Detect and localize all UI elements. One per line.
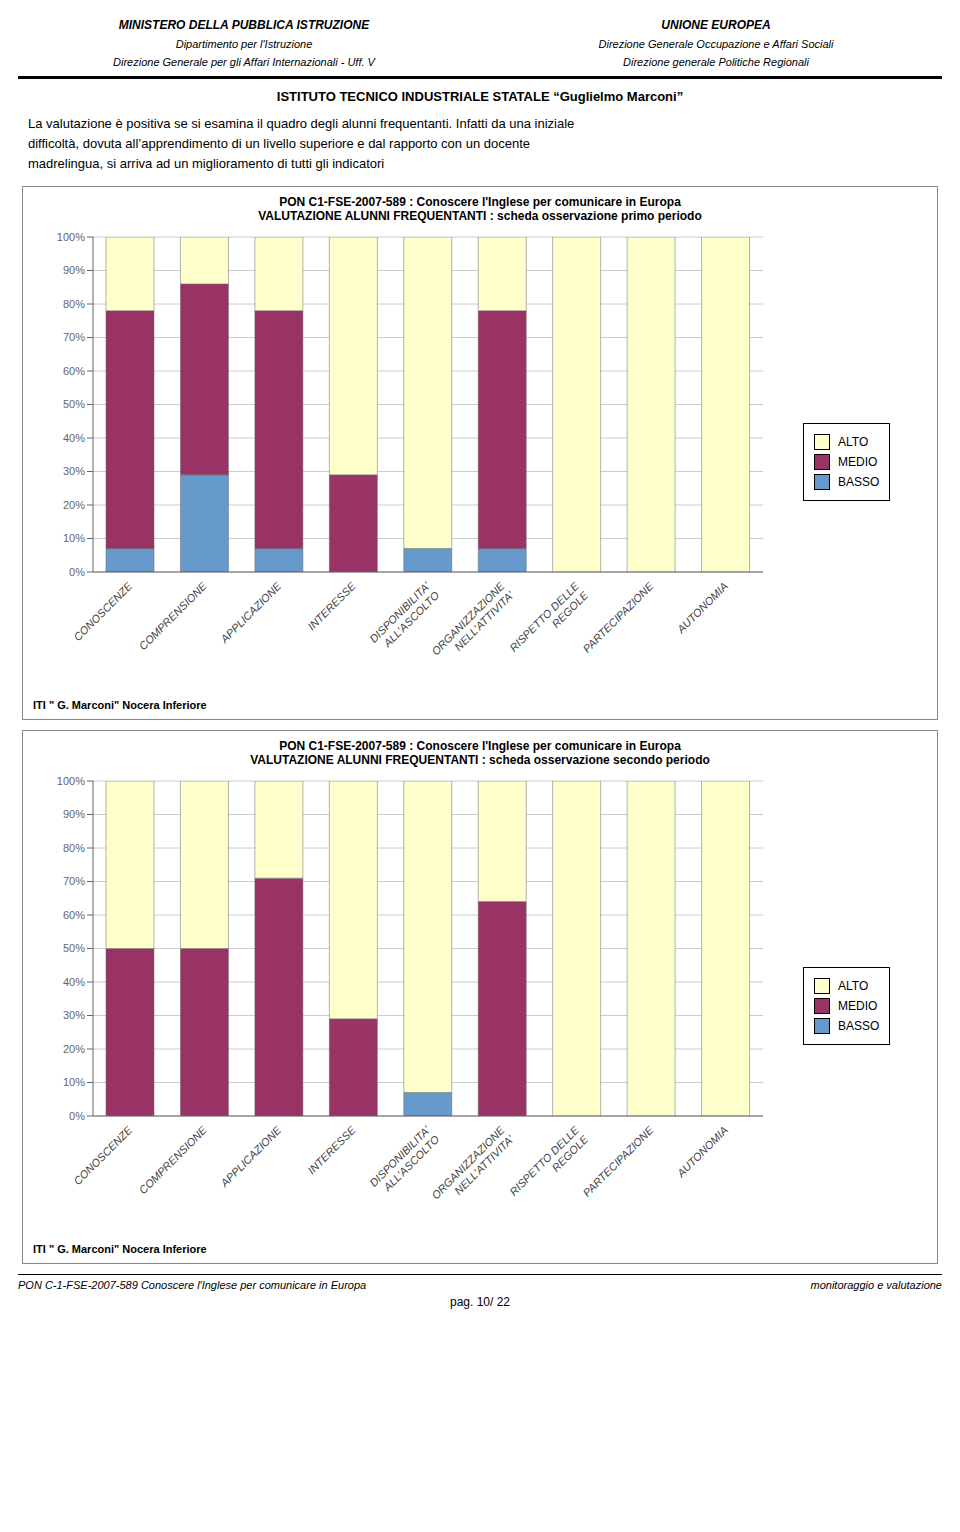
html-text:UNIONE EUROPEA: UNIONE EUROPEA [661, 18, 771, 32]
html-text:ALTO: ALTO [838, 435, 869, 449]
html-text:pag. 10/ 22: pag. 10/ 22 [450, 1295, 510, 1309]
svg-text:80%: 80% [63, 298, 85, 310]
svg-text:PARTECIPAZIONE: PARTECIPAZIONE [581, 1123, 657, 1199]
svg-text:INTERESSE: INTERESSE [305, 1123, 358, 1176]
svg-text:20%: 20% [63, 499, 85, 511]
svg-text:0%: 0% [69, 566, 85, 578]
svg-text:70%: 70% [63, 875, 85, 887]
svg-text:60%: 60% [63, 909, 85, 921]
svg-text:10%: 10% [63, 1076, 85, 1088]
html-text:ITI " G. Marconi" Nocera Infer: ITI " G. Marconi" Nocera Inferiore [33, 1243, 207, 1255]
svg-text:APPLICAZIONE: APPLICAZIONE [218, 1123, 284, 1189]
html-text:ITI " G. Marconi" Nocera Infer: ITI " G. Marconi" Nocera Inferiore [33, 699, 207, 711]
svg-text:COMPRENSIONE: COMPRENSIONE [136, 579, 209, 652]
html-text:madrelingua, si arriva ad un m: madrelingua, si arriva ad un miglioramen… [28, 156, 385, 171]
svg-text:30%: 30% [63, 465, 85, 477]
svg-text:50%: 50% [63, 942, 85, 954]
html-text:PON C-1-FSE-2007-589 Conoscere: PON C-1-FSE-2007-589 Conoscere l'Inglese… [18, 1279, 367, 1291]
html-text:PON C1-FSE-2007-589 : Conoscer: PON C1-FSE-2007-589 : Conoscere l'Ingles… [279, 739, 681, 753]
html-text:MEDIO: MEDIO [838, 455, 878, 469]
html-text:BASSO: BASSO [838, 475, 880, 489]
svg-text:RISPETTO DELLEREGOLE: RISPETTO DELLEREGOLE [507, 1123, 591, 1207]
svg-text:AUTONOMIA: AUTONOMIA [674, 1124, 730, 1180]
svg-text:20%: 20% [63, 1043, 85, 1055]
svg-text:APPLICAZIONE: APPLICAZIONE [218, 579, 284, 645]
svg-text:30%: 30% [63, 1009, 85, 1021]
svg-text:COMPRENSIONE: COMPRENSIONE [136, 1123, 209, 1196]
html-text:MINISTERO DELLA PUBBLICA ISTRU: MINISTERO DELLA PUBBLICA ISTRUZIONE [118, 18, 370, 32]
html-text:monitoraggio e valutazione: monitoraggio e valutazione [810, 1279, 942, 1291]
svg-text:PARTECIPAZIONE: PARTECIPAZIONE [581, 579, 657, 655]
svg-text:RISPETTO DELLEREGOLE: RISPETTO DELLEREGOLE [507, 579, 591, 663]
svg-text:60%: 60% [63, 365, 85, 377]
svg-text:50%: 50% [63, 398, 85, 410]
svg-text:10%: 10% [63, 532, 85, 544]
html-text:ISTITUTO TECNICO INDUSTRIALE S: ISTITUTO TECNICO INDUSTRIALE STATALE “Gu… [276, 89, 684, 104]
html-text:Dipartimento per l'Istruzione: Dipartimento per l'Istruzione [175, 38, 313, 50]
svg-text:100%: 100% [57, 775, 85, 787]
html-text:Direzione Generale Occupazione: Direzione Generale Occupazione e Affari … [598, 38, 834, 50]
svg-text:90%: 90% [63, 264, 85, 276]
html-text:Direzione Generale per gli Aff: Direzione Generale per gli Affari Intern… [113, 56, 375, 68]
svg-text:AUTONOMIA: AUTONOMIA [674, 580, 730, 636]
svg-text:40%: 40% [63, 432, 85, 444]
svg-text:ORGANIZZAZIONENELL'ATTIVITA': ORGANIZZAZIONENELL'ATTIVITA' [429, 1123, 516, 1210]
svg-text:40%: 40% [63, 976, 85, 988]
html-text:ALTO: ALTO [838, 979, 869, 993]
svg-text:DISPONIBILITA'ALL'ASCOLTO: DISPONIBILITA'ALL'ASCOLTO [367, 1123, 442, 1198]
svg-text:100%: 100% [57, 231, 85, 243]
html-text:MEDIO: MEDIO [838, 999, 878, 1013]
svg-text:CONOSCENZE: CONOSCENZE [71, 579, 135, 643]
html-text:VALUTAZIONE ALUNNI FREQUENTANT: VALUTAZIONE ALUNNI FREQUENTANTI : scheda… [258, 209, 702, 223]
svg-text:DISPONIBILITA'ALL'ASCOLTO: DISPONIBILITA'ALL'ASCOLTO [367, 579, 442, 654]
svg-text:80%: 80% [63, 842, 85, 854]
html-text:VALUTAZIONE ALUNNI FREQUENTANT: VALUTAZIONE ALUNNI FREQUENTANTI : scheda… [250, 753, 710, 767]
html-text:PON C1-FSE-2007-589 : Conoscer: PON C1-FSE-2007-589 : Conoscere l'Ingles… [279, 195, 681, 209]
svg-text:0%: 0% [69, 1110, 85, 1122]
html-text:BASSO: BASSO [838, 1019, 880, 1033]
html-text:La valutazione è positiva se s: La valutazione è positiva se si esamina … [28, 116, 575, 131]
svg-text:ORGANIZZAZIONENELL'ATTIVITA': ORGANIZZAZIONENELL'ATTIVITA' [429, 579, 516, 666]
svg-text:70%: 70% [63, 331, 85, 343]
svg-text:INTERESSE: INTERESSE [305, 579, 358, 632]
html-text:Direzione generale Politiche R: Direzione generale Politiche Regionali [623, 56, 809, 68]
svg-text:90%: 90% [63, 808, 85, 820]
svg-text:CONOSCENZE: CONOSCENZE [71, 1123, 135, 1187]
html-text:difficoltà, dovuta all’apprend: difficoltà, dovuta all’apprendimento di … [28, 136, 530, 151]
